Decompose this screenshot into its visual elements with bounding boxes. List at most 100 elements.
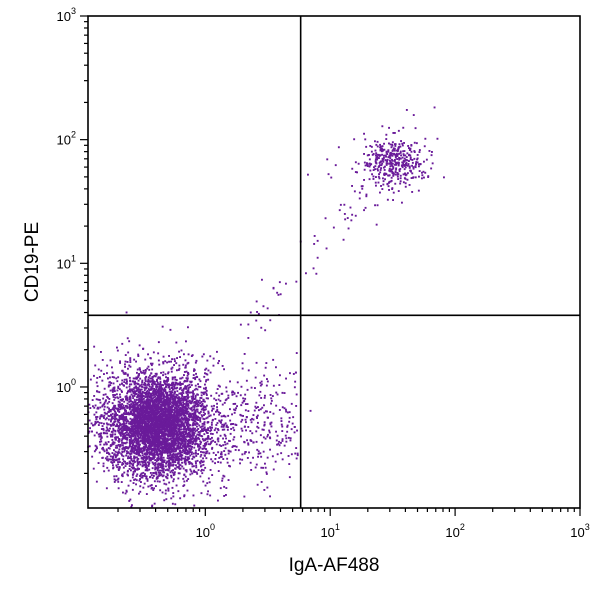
data-point: [129, 421, 132, 423]
data-point: [172, 478, 175, 481]
data-point: [191, 416, 194, 418]
data-point: [147, 391, 150, 394]
data-point: [167, 451, 170, 454]
data-point: [165, 445, 168, 448]
data-point: [152, 402, 155, 405]
data-point: [160, 444, 163, 447]
data-point: [161, 467, 164, 470]
data-point: [121, 463, 123, 466]
data-point: [211, 474, 214, 476]
data-point: [167, 443, 170, 446]
data-point: [139, 392, 142, 394]
data-point: [163, 422, 166, 425]
data-point: [168, 465, 170, 468]
data-point: [121, 429, 124, 432]
data-point: [191, 463, 194, 466]
data-point: [132, 471, 135, 473]
data-point: [147, 382, 150, 385]
data-point: [158, 363, 161, 366]
data-point: [146, 452, 148, 455]
data-point: [121, 391, 123, 393]
data-point: [189, 438, 192, 441]
data-point: [150, 433, 153, 435]
data-point: [97, 433, 100, 436]
data-point: [173, 413, 176, 416]
data-point: [162, 433, 165, 436]
data-point: [164, 436, 167, 439]
data-point: [109, 376, 111, 379]
data-point: [192, 421, 195, 424]
data-point: [180, 431, 183, 434]
data-point: [166, 399, 169, 402]
data-point: [157, 455, 160, 458]
data-point: [120, 417, 123, 420]
data-point: [132, 403, 135, 406]
data-point: [191, 458, 194, 460]
data-point: [138, 344, 141, 347]
data-point: [172, 388, 175, 391]
data-point: [136, 473, 139, 476]
data-point: [111, 366, 113, 369]
data-point: [110, 458, 113, 461]
data-point: [204, 429, 207, 432]
data-point: [141, 447, 144, 450]
data-point: [125, 422, 128, 425]
data-point: [155, 471, 157, 474]
data-point: [156, 448, 159, 451]
data-point: [212, 364, 215, 367]
data-point: [116, 349, 119, 352]
data-point: [146, 396, 149, 399]
data-point: [139, 418, 142, 421]
data-point: [177, 472, 180, 475]
data-point: [156, 480, 159, 483]
data-point: [179, 497, 182, 500]
data-point: [121, 403, 124, 405]
data-point: [144, 430, 147, 433]
data-point: [189, 449, 192, 452]
data-point: [95, 398, 98, 401]
data-point: [172, 456, 175, 459]
data-point: [165, 446, 168, 449]
data-point: [143, 453, 146, 456]
data-point: [129, 390, 132, 393]
data-point: [150, 487, 153, 490]
data-point: [159, 392, 161, 395]
data-point: [213, 404, 215, 407]
data-point: [194, 395, 197, 398]
data-point: [157, 359, 160, 362]
data-point: [171, 378, 174, 381]
data-point: [197, 428, 200, 430]
data-point: [101, 405, 104, 408]
data-point: [131, 450, 134, 453]
data-point: [256, 483, 259, 486]
data-point: [117, 425, 120, 428]
data-point: [142, 401, 145, 404]
data-point: [127, 434, 130, 437]
data-point: [186, 435, 189, 438]
data-point: [125, 420, 128, 423]
data-point: [209, 371, 212, 374]
data-point: [151, 449, 153, 452]
data-point: [137, 376, 140, 378]
data-point: [229, 408, 231, 411]
data-point: [191, 451, 193, 454]
data-point: [148, 463, 150, 466]
data-point: [177, 477, 180, 480]
data-point: [179, 445, 182, 448]
data-point: [175, 484, 178, 487]
data-point: [124, 372, 127, 375]
data-point: [141, 427, 144, 430]
data-point: [168, 399, 170, 402]
data-point: [141, 398, 144, 401]
data-point: [137, 379, 140, 382]
data-point: [233, 411, 236, 414]
data-point: [175, 409, 178, 412]
data-point: [207, 443, 210, 446]
data-point: [112, 422, 115, 425]
data-point: [149, 413, 151, 416]
data-point: [194, 443, 196, 446]
data-point: [185, 395, 188, 398]
data-point: [202, 391, 205, 394]
data-point: [172, 469, 174, 472]
data-point: [171, 435, 174, 438]
